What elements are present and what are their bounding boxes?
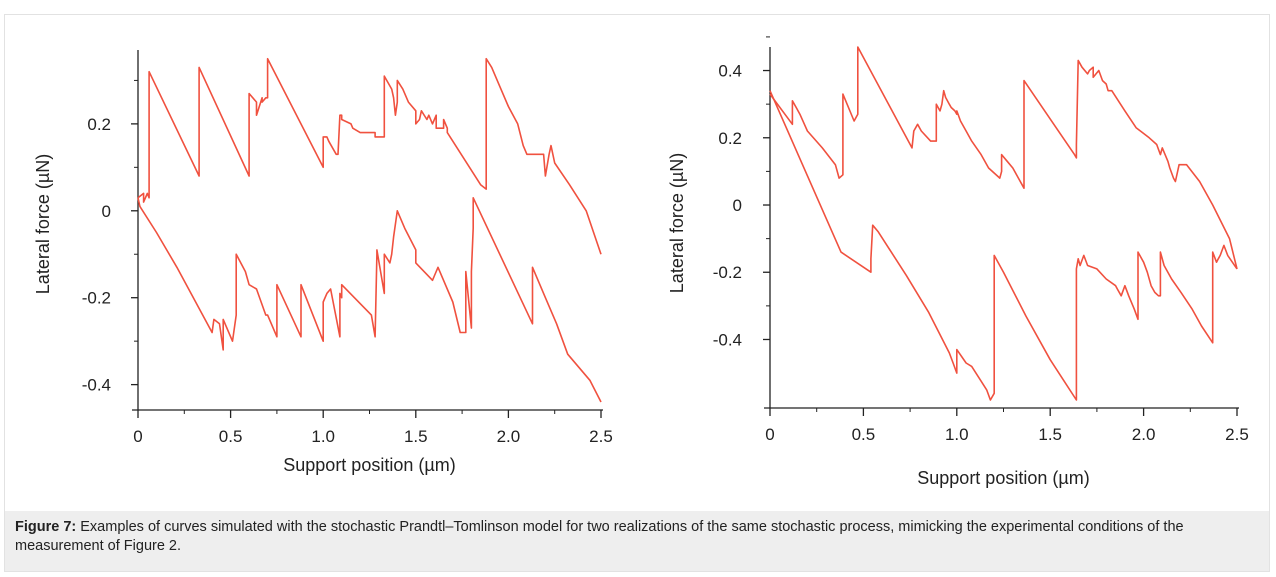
x-tick-label: 0	[133, 427, 142, 446]
x-tick-label: 2.5	[1225, 425, 1249, 444]
caption-label: Figure 7:	[15, 519, 77, 535]
y-tick-label: -0.2	[713, 263, 742, 282]
right-chart: 0.4 0.2 0 -0.2 -0.4 0 0.5 1.0 1.5 2.0 2.5 Support p…	[667, 36, 1249, 488]
x-tick-label: 2.0	[497, 427, 521, 446]
series-line-1	[769, 46, 1238, 270]
x-tick-label: 1.0	[311, 427, 335, 446]
y-tick-label: -0.4	[713, 330, 742, 349]
x-axis-title: Support position (µm)	[917, 468, 1089, 488]
y-tick-label: 0	[102, 202, 111, 221]
x-tick-label: 0.5	[219, 427, 243, 446]
series-line-2	[769, 90, 1238, 401]
series-line-2	[137, 197, 602, 403]
y-tick-label: 0.4	[718, 62, 742, 81]
x-tick-label: 1.5	[404, 427, 428, 446]
y-axis-title: Lateral force (µN)	[33, 154, 53, 294]
figure-frame: 0.2 0 -0.2 -0.4 0 0.5 1.0 1.5 2.0 2.5 Support posi…	[4, 14, 1270, 572]
x-tick-label: 1.5	[1038, 425, 1062, 444]
caption-text: Examples of curves simulated with the st…	[15, 519, 1184, 554]
y-tick-label: 0	[733, 196, 742, 215]
figure-plots: 0.2 0 -0.2 -0.4 0 0.5 1.0 1.5 2.0 2.5 Support posi…	[5, 15, 1271, 511]
x-tick-label: 2.5	[589, 427, 613, 446]
x-tick-label: 2.0	[1132, 425, 1156, 444]
x-tick-label: 0	[765, 425, 774, 444]
x-tick-label: 1.0	[945, 425, 969, 444]
y-axis-title: Lateral force (µN)	[667, 153, 687, 293]
x-axis-title: Support position (µm)	[283, 455, 455, 475]
series-line-1	[137, 57, 602, 255]
x-tick-label: 0.5	[852, 425, 876, 444]
y-tick-label: 0.2	[87, 115, 111, 134]
left-chart: 0.2 0 -0.2 -0.4 0 0.5 1.0 1.5 2.0 2.5 Support posi…	[33, 50, 613, 475]
y-tick-label: -0.2	[82, 289, 111, 308]
y-tick-label: 0.2	[718, 129, 742, 148]
figure-caption: Figure 7: Examples of curves simulated w…	[5, 511, 1269, 571]
y-tick-label: -0.4	[82, 376, 111, 395]
